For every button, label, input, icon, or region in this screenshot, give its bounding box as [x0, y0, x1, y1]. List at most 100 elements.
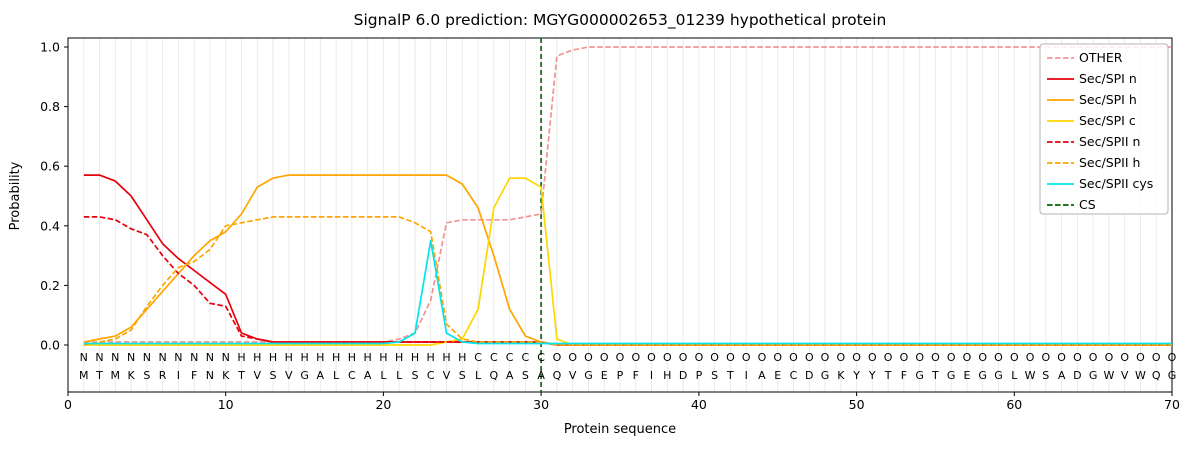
x-tick-label: 70 — [1164, 397, 1180, 412]
sequence-letter: A — [537, 369, 545, 382]
sequence-letter: C — [348, 369, 356, 382]
sequence-letter: L — [333, 369, 340, 382]
region-letter: H — [442, 351, 450, 364]
sequence-letter: S — [143, 369, 150, 382]
region-letter: O — [726, 351, 735, 364]
sequence-letter: G — [1089, 369, 1098, 382]
region-letter: O — [884, 351, 893, 364]
sequence-letter: V — [285, 369, 293, 382]
sequence-letter: G — [584, 369, 593, 382]
sequence-letter: G — [994, 369, 1003, 382]
region-letter: N — [127, 351, 135, 364]
region-letter: O — [1041, 351, 1050, 364]
region-letter: N — [174, 351, 182, 364]
region-letter: N — [111, 351, 119, 364]
sequence-letter: I — [650, 369, 653, 382]
region-letter: H — [253, 351, 261, 364]
sequence-letter: Y — [868, 369, 876, 382]
region-letter: O — [915, 351, 924, 364]
region-letter: O — [679, 351, 688, 364]
sequence-letter: D — [679, 369, 687, 382]
y-axis-label: Probability — [8, 161, 23, 230]
sequence-letter: Q — [553, 369, 562, 382]
x-tick-label: 60 — [1006, 397, 1022, 412]
series-sec-spii-n — [83, 216, 1172, 346]
region-letter: O — [1089, 351, 1098, 364]
sequence-letter: P — [617, 369, 624, 382]
region-letter: H — [348, 351, 356, 364]
sequence-letter: S — [270, 369, 277, 382]
region-letter: O — [947, 351, 956, 364]
sequence-letter: L — [396, 369, 403, 382]
sequence-letter: W — [1135, 369, 1146, 382]
region-letter: O — [695, 351, 704, 364]
region-letter: N — [158, 351, 166, 364]
sequence-letter: L — [380, 369, 387, 382]
region-letter: H — [269, 351, 277, 364]
sequence-letter: D — [1073, 369, 1081, 382]
series-sec-spi-n — [83, 174, 1172, 346]
sequence-letter: S — [412, 369, 419, 382]
legend-label-cs: CS — [1079, 197, 1096, 212]
sequence-letter: N — [206, 369, 214, 382]
sequence-letter: V — [1121, 369, 1129, 382]
sequence-letter: G — [947, 369, 956, 382]
sequence-letter: Y — [852, 369, 860, 382]
y-tick-label: 0.2 — [40, 278, 60, 293]
region-letter: N — [190, 351, 198, 364]
sequence-letter: Q — [1152, 369, 1161, 382]
sequence-letter: E — [774, 369, 781, 382]
region-letter: O — [710, 351, 719, 364]
sequence-letter: S — [522, 369, 529, 382]
sequence-letter: M — [79, 369, 89, 382]
region-letter: O — [647, 351, 656, 364]
sequence-letter: V — [254, 369, 262, 382]
region-letter: O — [868, 351, 877, 364]
region-letter: N — [80, 351, 88, 364]
sequence-letter: T — [237, 369, 245, 382]
region-letter: O — [742, 351, 751, 364]
region-letter: O — [631, 351, 640, 364]
region-letter: H — [300, 351, 308, 364]
sequence-letter: L — [1011, 369, 1018, 382]
region-letter: N — [222, 351, 230, 364]
x-tick-label: 50 — [849, 397, 865, 412]
region-letter: O — [978, 351, 987, 364]
sequence-letter: A — [364, 369, 372, 382]
region-letter: H — [237, 351, 245, 364]
x-tick-label: 0 — [64, 397, 72, 412]
sequence-letter: F — [901, 369, 907, 382]
region-letter: C — [474, 351, 482, 364]
sequence-letter: A — [506, 369, 514, 382]
x-axis-label: Protein sequence — [564, 422, 676, 437]
legend-label-other: OTHER — [1079, 50, 1123, 65]
sequence-letter: K — [127, 369, 135, 382]
region-letter: O — [994, 351, 1003, 364]
x-tick-label: 30 — [533, 397, 549, 412]
legend-label-sec-spii-h: Sec/SPII h — [1079, 155, 1140, 170]
region-letter: O — [900, 351, 909, 364]
legend-label-sec-spii-cys: Sec/SPII cys — [1079, 176, 1153, 191]
sequence-letter: W — [1103, 369, 1114, 382]
sequence-letter: S — [711, 369, 718, 382]
region-letter: C — [537, 351, 545, 364]
region-letter: H — [458, 351, 466, 364]
x-tick-label: 40 — [691, 397, 707, 412]
sequence-letter: A — [758, 369, 766, 382]
sequence-letter: A — [1058, 369, 1066, 382]
series-sec-spii-h — [83, 216, 1172, 346]
sequence-letter: T — [931, 369, 939, 382]
region-letter: H — [395, 351, 403, 364]
region-letter: H — [364, 351, 372, 364]
sequence-letter: L — [475, 369, 482, 382]
sequence-letter: T — [884, 369, 892, 382]
region-letter: O — [1136, 351, 1145, 364]
sequence-letter: A — [317, 369, 325, 382]
x-tick-label: 20 — [375, 397, 391, 412]
series-sec-spi-h — [83, 174, 1172, 346]
region-letter: O — [616, 351, 625, 364]
sequence-letter: K — [222, 369, 230, 382]
sequence-letter: S — [1042, 369, 1049, 382]
sequence-letter: K — [837, 369, 845, 382]
